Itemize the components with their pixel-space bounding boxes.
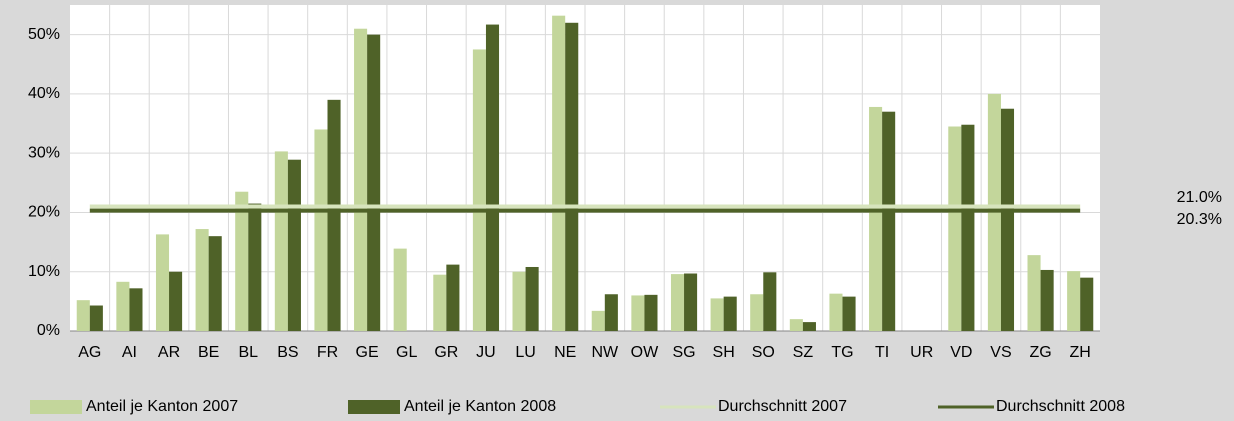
x-tick-label: GR [434,344,458,361]
y-tick-label: 10% [28,263,60,280]
bar [644,294,658,331]
bar [89,305,103,331]
x-tick-label: AI [122,344,137,361]
x-tick-label: BL [238,344,258,361]
bar [393,248,407,331]
y-tick-label: 0% [37,322,60,339]
x-tick-label: LU [515,344,535,361]
x-tick-label: TG [831,344,853,361]
legend-swatch [30,400,82,414]
bar [789,319,803,331]
bar [552,15,566,331]
bar [367,34,381,332]
bar [169,271,183,331]
bar [1000,108,1015,332]
x-tick-label: BE [198,344,219,361]
bar [631,295,645,331]
bar [129,288,143,331]
x-tick-label: NE [554,344,576,361]
y-tick-label: 40% [28,85,60,102]
bar [591,310,605,331]
bar [314,129,328,331]
bar [763,272,777,331]
bar [1027,255,1041,331]
bar [1080,277,1094,331]
x-tick-label: ZG [1029,344,1051,361]
bar [710,298,724,331]
x-tick-label: SZ [793,344,814,361]
bar [446,264,460,331]
bar [1067,271,1081,331]
bar [155,234,170,331]
x-tick-label: GL [396,344,417,361]
bar [750,294,764,331]
x-tick-label: OW [631,344,659,361]
bar [684,273,698,331]
x-tick-label: UR [910,344,933,361]
x-tick-label: FR [317,344,338,361]
x-tick-label: BS [277,344,298,361]
x-tick-label: TI [875,344,889,361]
bar [354,28,368,331]
y-tick-label: 50% [28,26,60,43]
bar [670,274,685,331]
legend-swatch [348,400,400,414]
legend-label: Anteil je Kanton 2008 [404,398,556,415]
bar [195,229,209,331]
bar [723,296,737,331]
bar [512,271,526,331]
legend-label: Durchschnitt 2008 [996,398,1125,415]
bar [327,99,341,331]
bar [565,22,579,331]
bar [235,191,249,331]
bar [485,24,500,332]
bar [829,293,843,331]
y-tick-label: 20% [28,204,60,221]
x-tick-label: SO [752,344,775,361]
bar [525,266,539,331]
x-tick-label: SH [713,344,735,361]
bar [116,281,130,331]
y-tick-label: 30% [28,144,60,161]
bar [961,124,975,331]
bar [287,159,301,331]
bar [604,294,618,331]
average-label: 20.3% [1177,211,1222,228]
legend-label: Anteil je Kanton 2007 [86,398,238,415]
bar [274,151,288,331]
bar [802,322,816,331]
bar [1040,269,1054,331]
bar [948,126,962,331]
x-tick-label: GE [356,344,379,361]
x-tick-label: AG [78,344,101,361]
bar [882,111,896,331]
x-tick-label: SG [672,344,695,361]
x-tick-label: NW [591,344,619,361]
x-tick-label: VS [990,344,1011,361]
bar [76,300,90,331]
bar [433,274,447,331]
bar [869,106,883,331]
x-tick-label: ZH [1070,344,1091,361]
average-label: 21.0% [1177,189,1222,206]
x-tick-label: VD [950,344,972,361]
bar [842,296,856,331]
legend-label: Durchschnitt 2007 [718,398,847,415]
x-tick-label: AR [158,344,180,361]
x-tick-label: JU [476,344,496,361]
bar [472,49,486,332]
bar [208,236,222,331]
bar [248,203,262,331]
